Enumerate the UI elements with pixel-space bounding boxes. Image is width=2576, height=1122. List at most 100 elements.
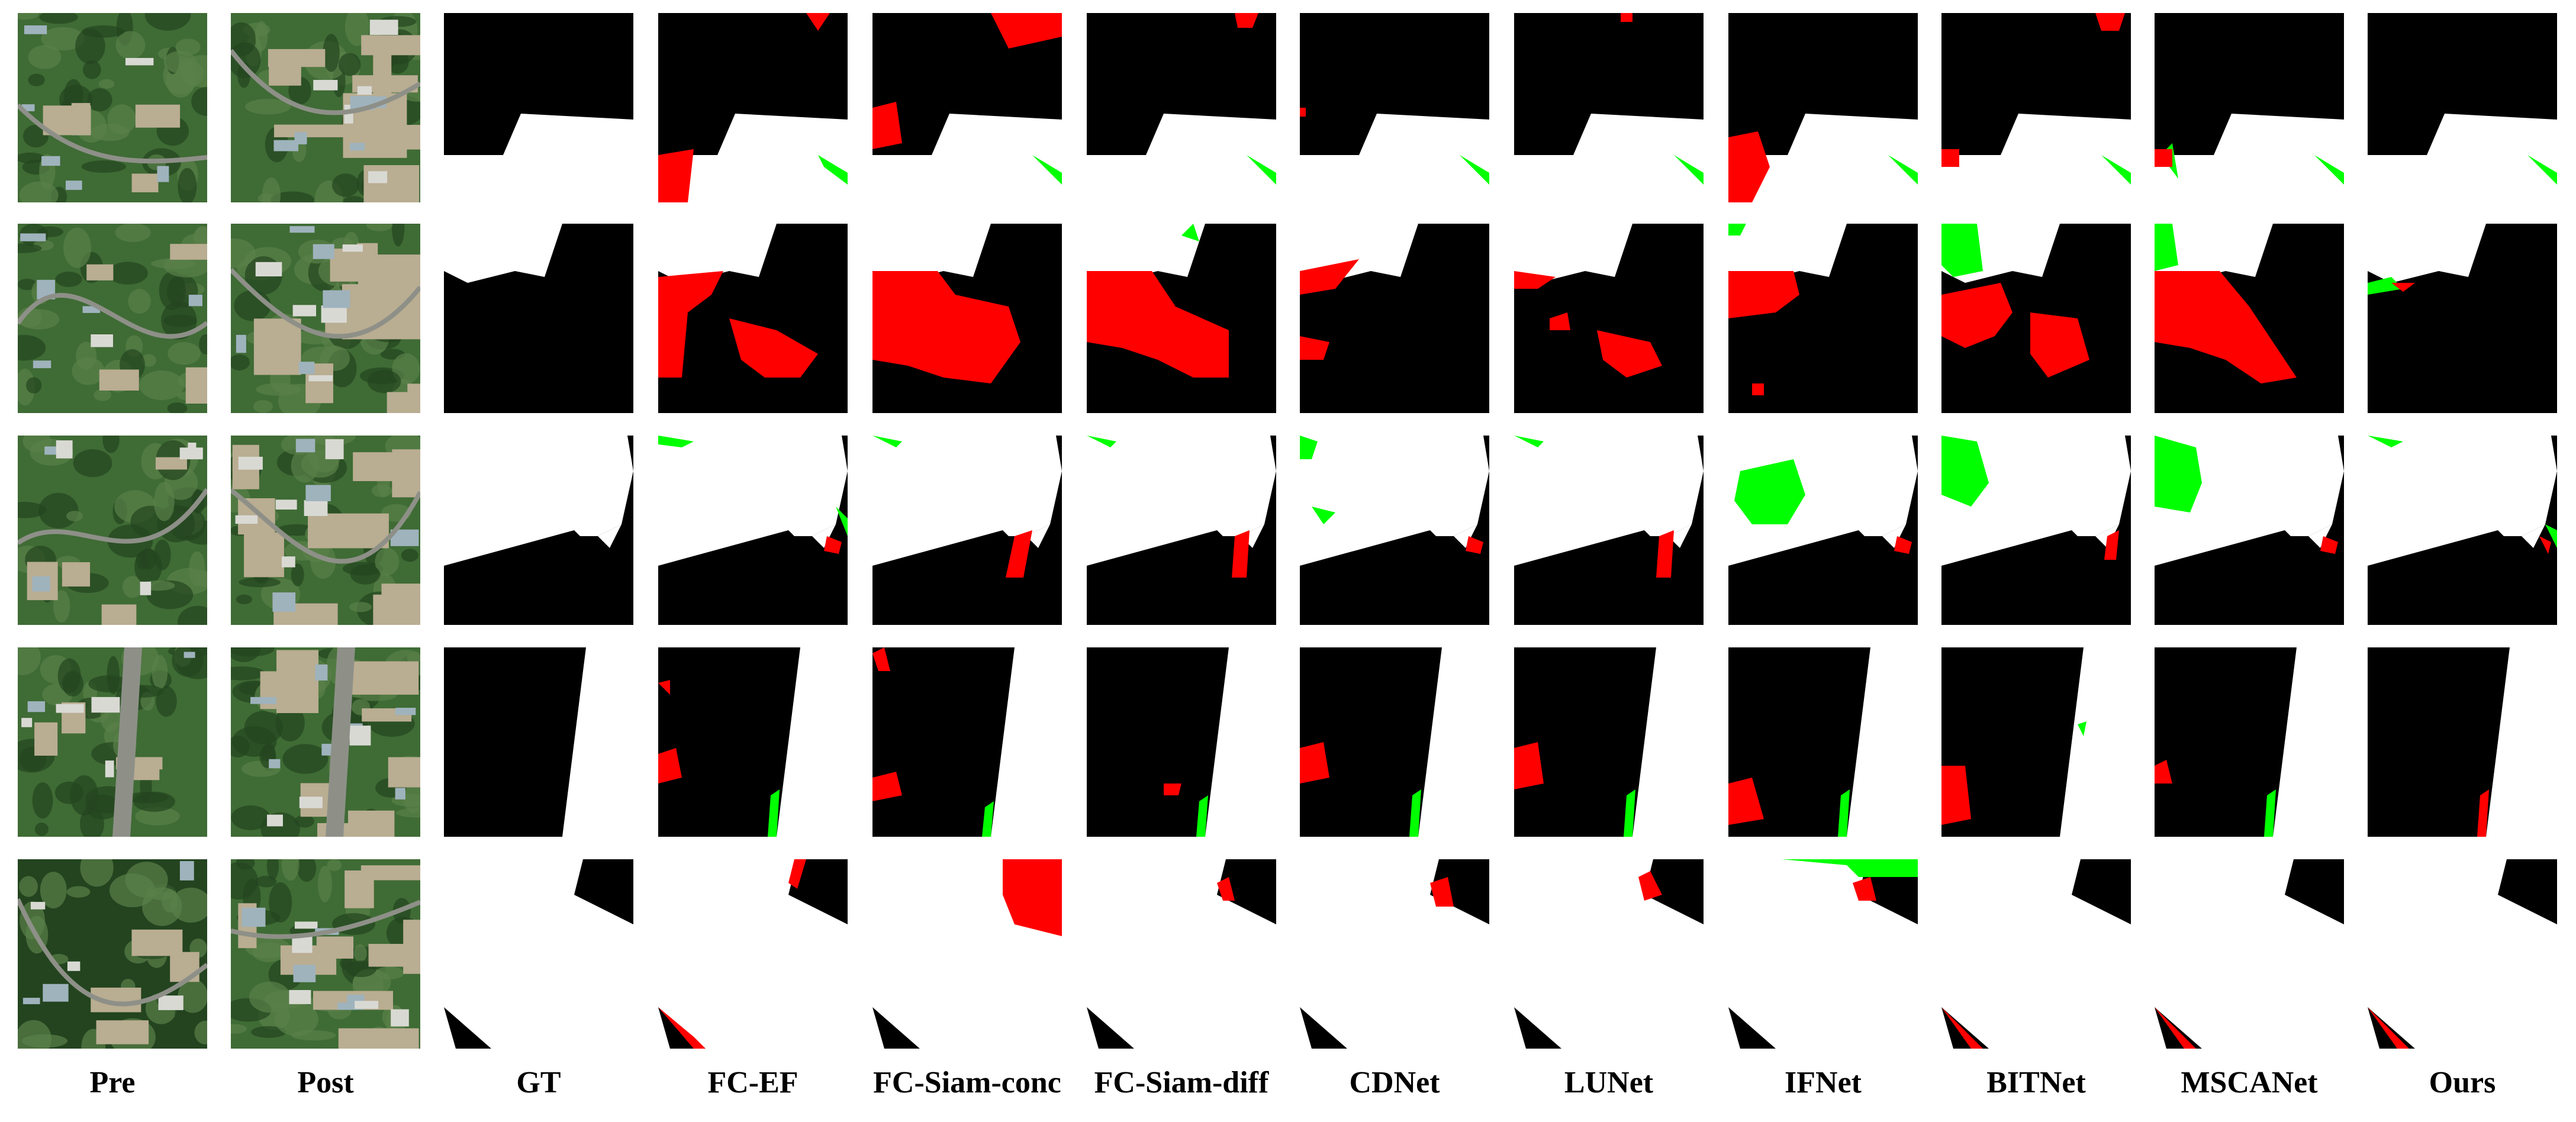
false-positive-region xyxy=(1235,13,1258,28)
prediction-fc-siam-diff-2 xyxy=(1087,224,1276,413)
unchanged-region xyxy=(574,859,633,924)
prediction-lunet-5 xyxy=(1514,859,1704,1049)
prediction-cdnet-3 xyxy=(1300,436,1489,625)
false-negative-region xyxy=(2155,436,2202,512)
unchanged-region xyxy=(444,1007,491,1049)
unchanged-region xyxy=(1941,647,2084,837)
false-positive-region xyxy=(658,1007,706,1049)
false-positive-region xyxy=(658,149,694,202)
false-positive-region xyxy=(1466,536,1483,554)
false-negative-region xyxy=(1624,789,1635,837)
changed-region xyxy=(444,224,562,283)
false-negative-region xyxy=(1888,155,1918,185)
false-positive-region xyxy=(2155,149,2172,167)
false-positive-region xyxy=(1164,784,1181,795)
changed-region xyxy=(1882,524,1906,548)
column-label-cdnet: CDNet xyxy=(1349,1066,1440,1100)
prediction-bitnet-1 xyxy=(1941,13,2131,202)
prediction-bitnet-3 xyxy=(1941,436,2131,625)
false-negative-region xyxy=(818,155,848,185)
pre-image-5 xyxy=(18,859,207,1049)
false-negative-region xyxy=(658,436,694,447)
prediction-fc-siam-diff-4 xyxy=(1087,647,1276,837)
false-negative-region xyxy=(1032,155,1062,185)
pre-image-1 xyxy=(18,13,207,202)
unchanged-region xyxy=(1644,859,1704,924)
false-negative-region xyxy=(2314,155,2344,185)
false-positive-region xyxy=(872,772,902,801)
false-positive-region xyxy=(2477,789,2489,837)
unchanged-region xyxy=(444,647,586,837)
false-positive-region xyxy=(1656,530,1674,578)
gt-mask-3 xyxy=(444,436,633,625)
prediction-lunet-1 xyxy=(1514,13,1704,202)
false-positive-region xyxy=(2155,271,2297,383)
false-positive-region xyxy=(1232,530,1250,578)
changed-region xyxy=(2155,114,2344,202)
unchanged-region xyxy=(872,647,1015,837)
changed-region xyxy=(2368,224,2486,283)
false-positive-region xyxy=(658,680,670,695)
changed-region xyxy=(1668,524,1692,548)
false-positive-region xyxy=(991,13,1062,49)
unchanged-region xyxy=(1300,1007,1347,1049)
changed-region xyxy=(2368,114,2557,202)
false-negative-region xyxy=(1734,459,1805,524)
column-label-pre: Pre xyxy=(89,1066,136,1100)
false-positive-region xyxy=(1941,1007,1983,1049)
false-positive-region xyxy=(872,271,1020,383)
prediction-fc-siam-conc-3 xyxy=(872,436,1062,625)
unchanged-region xyxy=(788,859,848,924)
unchanged-region xyxy=(1087,647,1229,837)
changed-region xyxy=(1300,114,1489,202)
prediction-fc-ef-4 xyxy=(658,647,848,837)
changed-region xyxy=(2368,436,2557,566)
false-negative-region xyxy=(2368,277,2403,295)
false-positive-region xyxy=(1638,871,1662,901)
false-positive-region xyxy=(1853,877,1876,901)
column-label-ours: Ours xyxy=(2429,1066,2496,1100)
false-positive-region xyxy=(806,13,830,31)
prediction-mscanet-1 xyxy=(2155,13,2344,202)
false-negative-region xyxy=(872,436,902,447)
column-label-fc-siam-diff: FC-Siam-diff xyxy=(1094,1066,1269,1100)
post-image-5 xyxy=(231,859,420,1049)
prediction-cdnet-4 xyxy=(1300,647,1489,837)
prediction-fc-siam-diff-3 xyxy=(1087,436,1276,625)
false-positive-region xyxy=(1300,336,1329,360)
changed-region xyxy=(2155,436,2344,566)
prediction-bitnet-2 xyxy=(1941,224,2131,413)
false-negative-region xyxy=(1181,224,1199,241)
unchanged-region xyxy=(1514,647,1656,837)
changed-region xyxy=(658,224,777,283)
prediction-bitnet-5 xyxy=(1941,859,2131,1049)
changed-region xyxy=(1087,114,1276,202)
unchanged-region xyxy=(1728,647,1870,837)
false-positive-region xyxy=(1300,259,1359,295)
false-negative-region xyxy=(1514,436,1544,447)
post-image-1 xyxy=(231,13,420,202)
unchanged-region xyxy=(1430,859,1489,924)
prediction-fc-siam-conc-5 xyxy=(872,859,1062,1049)
prediction-ours-5 xyxy=(2368,859,2557,1049)
false-positive-region xyxy=(1300,742,1329,784)
prediction-fc-siam-conc-2 xyxy=(872,224,1062,413)
changed-region xyxy=(1728,224,1847,283)
false-positive-region xyxy=(1300,108,1306,117)
prediction-ours-3 xyxy=(2368,436,2557,625)
prediction-cdnet-1 xyxy=(1300,13,1489,202)
changed-region xyxy=(1728,114,1918,202)
unchanged-region xyxy=(1217,859,1276,924)
false-negative-region xyxy=(1728,224,1746,236)
false-negative-region xyxy=(1300,436,1318,459)
changed-region xyxy=(1026,524,1050,548)
changed-region xyxy=(1941,114,2131,202)
false-positive-region xyxy=(2095,13,2125,31)
false-positive-region xyxy=(1514,742,1544,789)
prediction-mscanet-4 xyxy=(2155,647,2344,837)
false-positive-region xyxy=(2104,530,2119,560)
prediction-fc-siam-diff-5 xyxy=(1087,859,1276,1049)
prediction-mscanet-5 xyxy=(2155,859,2344,1049)
pre-image-3 xyxy=(18,436,207,625)
post-image-4 xyxy=(231,647,420,837)
